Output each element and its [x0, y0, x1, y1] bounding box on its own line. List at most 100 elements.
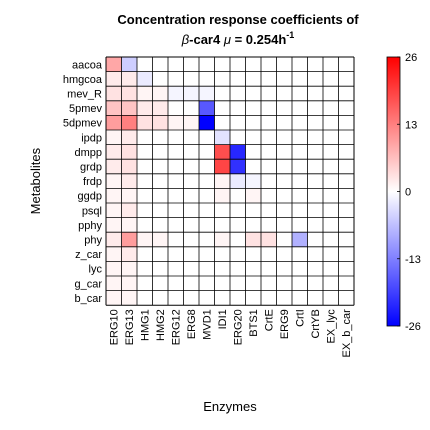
- heatmap-cell-psql-ERG20: [230, 203, 246, 218]
- heatmap-cell-grdp-EX_lyc: [323, 159, 339, 174]
- heatmap-cell-grdp-ERG20: [230, 159, 246, 174]
- heatmap-cell-mev_R-EX_lyc: [323, 86, 339, 101]
- heatmap-cell-ggdp-EX_lyc: [323, 188, 339, 203]
- heatmap-cell-hmgcoa-CrtE: [261, 71, 277, 87]
- heatmap-cell-z_car-IDI1: [214, 246, 230, 262]
- heatmap-cell-pphy-ERG12: [168, 217, 184, 233]
- heatmap-cell-5pmev-ERG20: [230, 100, 246, 116]
- heatmap-cell-ipdp-CrtYB: [307, 130, 323, 145]
- heatmap-cell-mev_R-ERG8: [183, 86, 199, 101]
- heatmap-cell-ipdp-HMG2: [152, 130, 168, 145]
- colorbar-tick-label: -13: [405, 254, 421, 266]
- heatmap-cell-mev_R-HMG1: [137, 86, 153, 101]
- heatmap-cell-phy-HMG2: [152, 232, 168, 247]
- row-labels: aacoa hmgcoa mev_R 5pmev 5dpmev ipdp dmpp grdp f…: [63, 59, 103, 305]
- heatmap-cell-aacoa-CrtYB: [307, 57, 323, 72]
- heatmap-cell-5pmev-ERG13: [121, 100, 137, 116]
- heatmap-cell-g_car-CrtI: [292, 276, 308, 291]
- heatmap-cell-ggdp-ERG13: [121, 188, 137, 203]
- heatmap-cell-dmpp-ERG12: [168, 144, 184, 160]
- heatmap-cell-dmpp-HMG1: [137, 144, 153, 160]
- heatmap-cell-pphy-EX_lyc: [323, 217, 339, 233]
- heatmap-cell-psql-EX_lyc: [323, 203, 339, 218]
- heatmap-cell-pphy-BTS1: [245, 217, 261, 233]
- heatmap-cell-z_car-ERG12: [168, 246, 184, 262]
- row-label-z_car: z_car: [75, 249, 102, 261]
- heatmap-cell-g_car-ERG20: [230, 276, 246, 291]
- heatmap-cell-hmgcoa-MVD1: [199, 71, 215, 87]
- heatmap-cell-dmpp-ERG8: [183, 144, 199, 160]
- heatmap-cell-aacoa-CrtE: [261, 57, 277, 72]
- heatmap-cell-psql-ERG13: [121, 203, 137, 218]
- heatmap-cell-pphy-HMG2: [152, 217, 168, 233]
- heatmap-cell-ggdp-ERG9: [276, 188, 292, 203]
- heatmap-cell-psql-ERG8: [183, 203, 199, 218]
- heatmap-cell-aacoa-ERG10: [106, 57, 122, 72]
- heatmap-cell-frdp-CrtYB: [307, 173, 323, 189]
- heatmap-cell-b_car-CrtI: [292, 290, 308, 306]
- heatmap-cell-phy-EX_lyc: [323, 232, 339, 247]
- heatmap-cell-lyc-ERG12: [168, 261, 184, 276]
- heatmap-cell-grdp-ERG13: [121, 159, 137, 174]
- title-rate: = 0.254h: [231, 32, 286, 47]
- row-label-g_car: g_car: [74, 278, 102, 290]
- heatmap-cell-mev_R-CrtE: [261, 86, 277, 101]
- heatmap-cell-5pmev-ERG8: [183, 100, 199, 116]
- column-labels: ERG10 ERG13 HMG1 HMG2 ERG12 ERG8 MVD1 IDI1 ERG20…: [109, 309, 354, 358]
- column-label-ERG8: ERG8: [186, 309, 198, 339]
- heatmap-cell-ipdp-CrtE: [261, 130, 277, 145]
- heatmap-cell-g_car-HMG1: [137, 276, 153, 291]
- heatmap-cell-lyc-EX_b_car: [338, 261, 354, 276]
- heatmap-cell-hmgcoa-EX_lyc: [323, 71, 339, 87]
- heatmap-cell-b_car-ERG8: [183, 290, 199, 306]
- heatmap-cells: [106, 57, 354, 306]
- heatmap-cell-mev_R-IDI1: [214, 86, 230, 101]
- x-axis-label: Enzymes: [203, 399, 257, 414]
- heatmap-cell-g_car-IDI1: [214, 276, 230, 291]
- heatmap-cell-g_car-BTS1: [245, 276, 261, 291]
- heatmap-cell-ggdp-ERG20: [230, 188, 246, 203]
- column-label-HMG1: HMG1: [140, 309, 152, 341]
- heatmap-cell-5dpmev-EX_b_car: [338, 115, 354, 130]
- heatmap-cell-phy-ERG9: [276, 232, 292, 247]
- heatmap-cell-g_car-ERG9: [276, 276, 292, 291]
- heatmap-cell-5dpmev-MVD1: [199, 115, 215, 130]
- heatmap-cell-lyc-ERG8: [183, 261, 199, 276]
- heatmap-cell-5dpmev-ERG12: [168, 115, 184, 130]
- column-label-CrtE: CrtE: [264, 309, 276, 331]
- heatmap-cell-g_car-ERG13: [121, 276, 137, 291]
- heatmap-cell-grdp-HMG2: [152, 159, 168, 174]
- heatmap-cell-psql-ERG10: [106, 203, 122, 218]
- heatmap-cell-5pmev-EX_lyc: [323, 100, 339, 116]
- heatmap-cell-hmgcoa-CrtI: [292, 71, 308, 87]
- heatmap-cell-ggdp-CrtE: [261, 188, 277, 203]
- heatmap-cell-grdp-BTS1: [245, 159, 261, 174]
- heatmap-cell-pphy-CrtE: [261, 217, 277, 233]
- heatmap-cell-ipdp-HMG1: [137, 130, 153, 145]
- heatmap-cell-5dpmev-ERG8: [183, 115, 199, 130]
- heatmap-cell-mev_R-ERG10: [106, 86, 122, 101]
- heatmap-cell-dmpp-ERG10: [106, 144, 122, 160]
- heatmap-cell-phy-ERG20: [230, 232, 246, 247]
- heatmap-cell-b_car-EX_lyc: [323, 290, 339, 306]
- title-beta: β: [181, 32, 190, 47]
- heatmap-cell-dmpp-CrtI: [292, 144, 308, 160]
- heatmap-cell-mev_R-ERG20: [230, 86, 246, 101]
- column-label-EX_b_car: EX_b_car: [341, 309, 353, 358]
- heatmap-cell-5dpmev-ERG9: [276, 115, 292, 130]
- heatmap-cell-dmpp-CrtE: [261, 144, 277, 160]
- heatmap-cell-dmpp-MVD1: [199, 144, 215, 160]
- heatmap-cell-ipdp-CrtI: [292, 130, 308, 145]
- heatmap-cell-grdp-HMG1: [137, 159, 153, 174]
- heatmap-cell-5pmev-CrtE: [261, 100, 277, 116]
- heatmap-cell-z_car-EX_b_car: [338, 246, 354, 262]
- column-label-ERG10: ERG10: [109, 309, 121, 345]
- heatmap-cell-frdp-IDI1: [214, 173, 230, 189]
- heatmap-cell-ggdp-HMG1: [137, 188, 153, 203]
- heatmap-cell-psql-CrtYB: [307, 203, 323, 218]
- row-label-hmgcoa: hmgcoa: [63, 74, 103, 86]
- column-label-CrtI: CrtI: [295, 309, 307, 327]
- heatmap-cell-b_car-MVD1: [199, 290, 215, 306]
- heatmap-cell-aacoa-ERG20: [230, 57, 246, 72]
- heatmap-cell-5dpmev-CrtYB: [307, 115, 323, 130]
